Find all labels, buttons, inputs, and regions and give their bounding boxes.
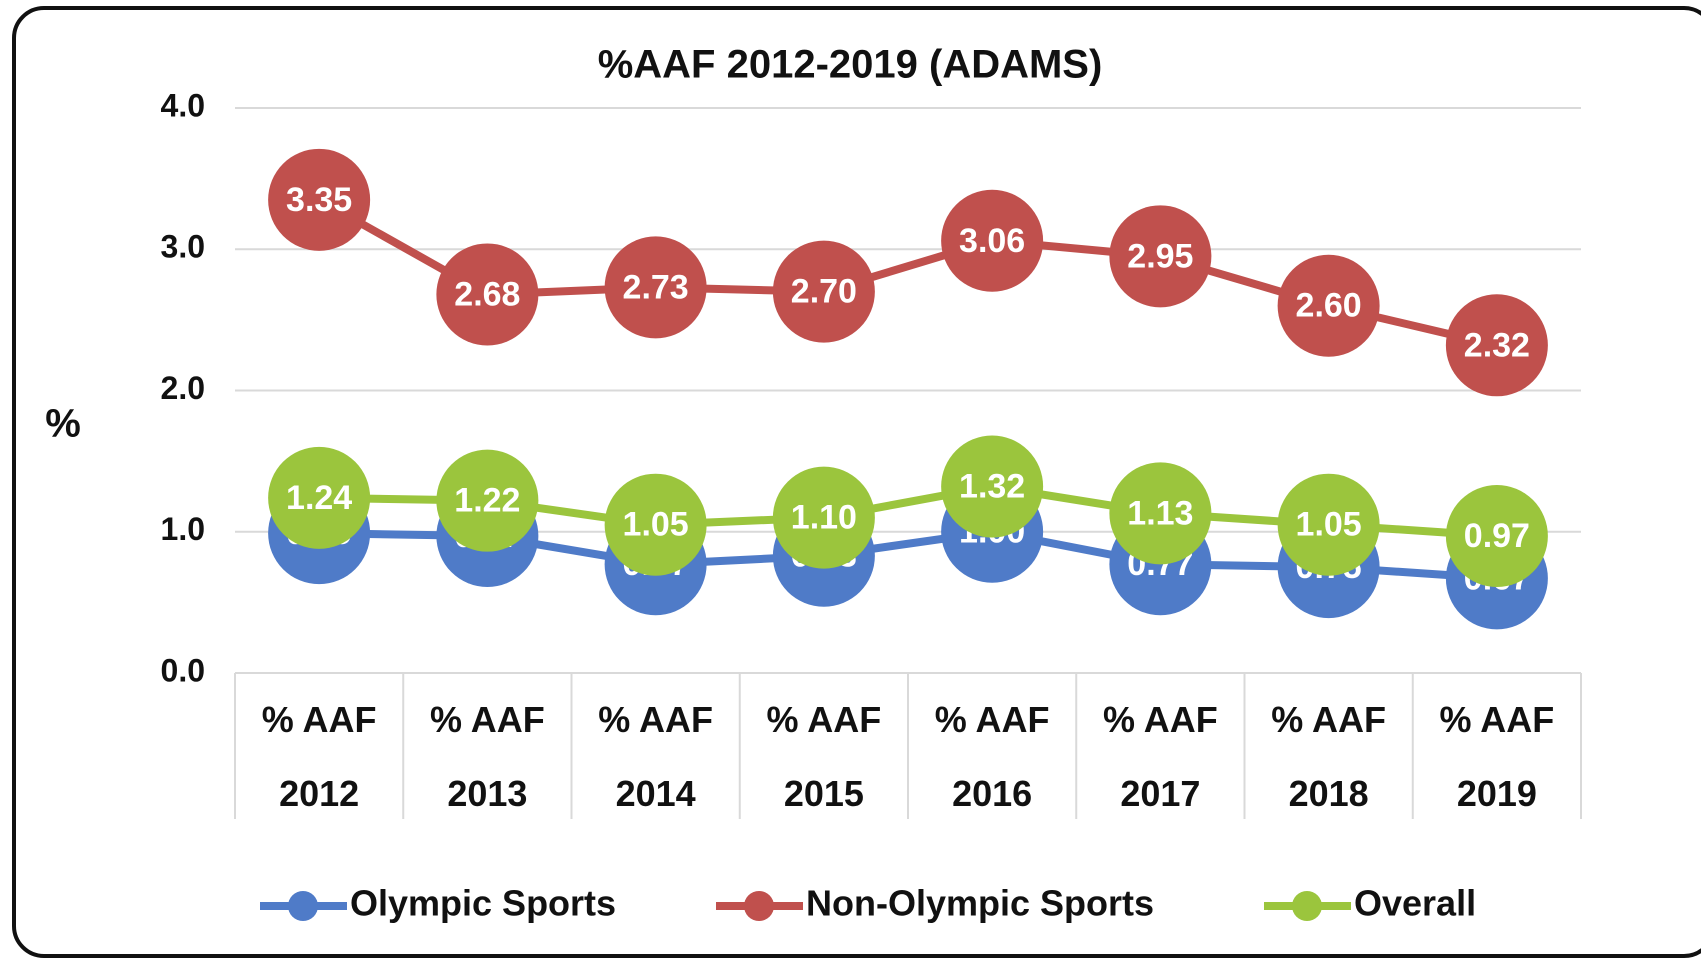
data-point xyxy=(268,446,371,549)
legend-label: Olympic Sports xyxy=(350,883,616,924)
data-point xyxy=(1277,473,1380,576)
data-point xyxy=(941,435,1044,538)
y-tick-label: 4.0 xyxy=(161,87,205,123)
data-point xyxy=(1445,484,1548,587)
data-label: 1.13 xyxy=(1127,494,1193,532)
data-label: 1.32 xyxy=(959,468,1025,506)
data-point xyxy=(436,243,539,346)
legend-marker xyxy=(1292,891,1322,921)
y-tick-label: 0.0 xyxy=(161,652,205,688)
data-label: 1.24 xyxy=(286,479,352,517)
data-label: 2.68 xyxy=(454,275,520,313)
chart-title: %AAF 2012-2019 (ADAMS) xyxy=(598,43,1103,87)
y-axis-label: % xyxy=(45,402,81,446)
data-label: 1.10 xyxy=(791,499,857,537)
y-tick-label: 1.0 xyxy=(161,511,205,547)
data-point xyxy=(772,240,875,343)
x-tick-label: % AAF 2015 xyxy=(766,699,882,814)
y-tick-label: 2.0 xyxy=(161,370,205,406)
data-point xyxy=(941,189,1044,292)
data-point xyxy=(1109,205,1212,308)
data-point xyxy=(772,466,875,569)
data-label: 2.73 xyxy=(623,268,689,306)
x-tick-label: % AAF 2014 xyxy=(598,699,713,814)
data-point xyxy=(604,236,707,339)
legend-marker xyxy=(288,891,318,921)
data-label: 0.97 xyxy=(1464,517,1530,555)
legend-marker xyxy=(744,891,774,921)
x-tick-label: % AAF 2018 xyxy=(1271,699,1386,814)
data-label: 1.22 xyxy=(454,482,520,520)
legend-label: Non-Olympic Sports xyxy=(806,883,1154,924)
data-label: 1.05 xyxy=(623,506,689,544)
x-tick-label: % AAF 2013 xyxy=(430,699,545,814)
data-point xyxy=(1109,462,1212,565)
data-label: 3.35 xyxy=(286,181,352,219)
x-tick-label: % AAF 2019 xyxy=(1439,699,1555,814)
data-label: 2.70 xyxy=(791,273,857,311)
data-point xyxy=(1277,254,1380,357)
data-label: 2.32 xyxy=(1464,326,1530,364)
data-point xyxy=(604,473,707,576)
data-point xyxy=(268,148,371,251)
legend-label: Overall xyxy=(1354,883,1476,924)
data-point xyxy=(1445,294,1548,397)
data-label: 1.05 xyxy=(1296,506,1362,544)
data-label: 2.60 xyxy=(1296,287,1362,325)
x-tick-label: % AAF 2017 xyxy=(1103,699,1218,814)
x-tick-label: % AAF 2016 xyxy=(934,699,1050,814)
data-label: 3.06 xyxy=(959,222,1025,260)
y-tick-label: 3.0 xyxy=(161,229,205,265)
data-label: 2.95 xyxy=(1127,237,1193,275)
data-point xyxy=(436,449,539,552)
x-tick-label: % AAF 2012 xyxy=(261,699,377,814)
